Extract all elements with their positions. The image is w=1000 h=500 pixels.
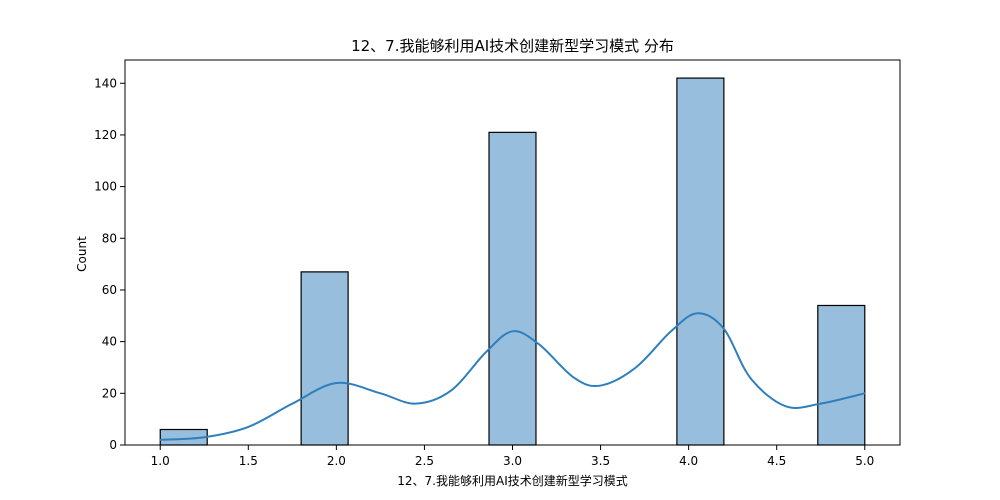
- ticks-layer: 1.0 1.5 2.0 2.5 3.0 3.5 4.0 4.5 5.0 0 20 40 60 80 100 1…: [94, 76, 874, 468]
- y-tick-label: 40: [102, 335, 117, 349]
- kde-layer: [159, 312, 866, 441]
- histogram-bar: [817, 304, 866, 446]
- x-tick-label: 1.5: [239, 454, 258, 468]
- histogram-bar: [488, 131, 537, 446]
- x-tick-label: 3.5: [591, 454, 610, 468]
- y-tick-label: 60: [102, 283, 117, 297]
- y-tick-label: 100: [94, 180, 117, 194]
- y-tick-label: 80: [102, 231, 117, 245]
- x-tick-label: 3.0: [503, 454, 522, 468]
- x-tick-label: 2.5: [415, 454, 434, 468]
- x-axis-label: 12、7.我能够利用AI技术创建新型学习模式: [397, 473, 627, 488]
- chart-title: 12、7.我能够利用AI技术创建新型学习模式 分布: [351, 37, 674, 55]
- kde-line: [159, 312, 866, 441]
- y-tick-label: 140: [94, 76, 117, 90]
- x-tick-label: 2.0: [327, 454, 346, 468]
- x-tick-label: 1.0: [151, 454, 170, 468]
- x-tick-label: 4.0: [679, 454, 698, 468]
- y-tick-label: 20: [102, 386, 117, 400]
- x-tick-label: 4.5: [767, 454, 786, 468]
- histogram-bar: [676, 77, 725, 446]
- y-axis-label: Count: [75, 236, 89, 272]
- histogram-bar: [300, 271, 349, 446]
- bars-layer: [159, 77, 866, 446]
- y-tick-label: 120: [94, 128, 117, 142]
- x-tick-label: 5.0: [855, 454, 874, 468]
- y-tick-label: 0: [109, 438, 117, 452]
